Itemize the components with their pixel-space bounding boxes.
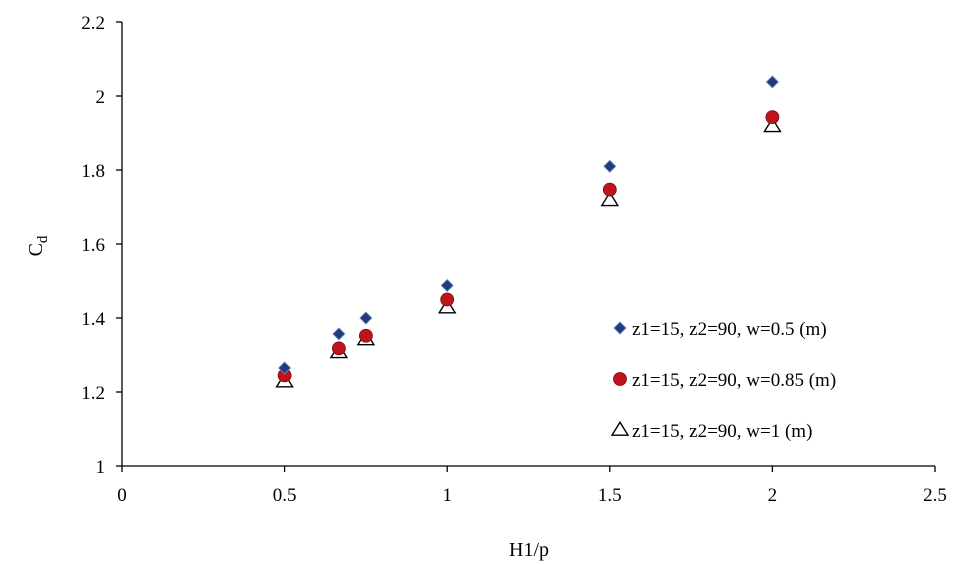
series-circle — [277, 110, 780, 383]
y-axis: 1 1.2 1.4 1.6 1.8 2 2.2 — [81, 13, 123, 478]
x-axis-title: H1/p — [509, 539, 549, 561]
y-tick-label: 1.8 — [81, 161, 105, 182]
y-axis-title: Cd — [25, 235, 51, 256]
legend-label: z1=15, z2=90, w=0.85 (m) — [632, 370, 836, 391]
x-axis: 0 0.5 1 1.5 2 2.5 — [117, 465, 947, 506]
data-point-circle — [358, 328, 373, 343]
legend: z1=15, z2=90, w=0.5 (m) z1=15, z2=90, w=0… — [610, 319, 836, 442]
y-tick-label: 1 — [96, 457, 106, 478]
data-point-diamond — [603, 159, 617, 173]
legend-marker-circle — [613, 372, 627, 386]
y-tick-label: 2.2 — [81, 13, 105, 34]
legend-label: z1=15, z2=90, w=1 (m) — [632, 421, 812, 442]
data-point-circle — [332, 341, 346, 356]
data-point-circle — [602, 182, 617, 197]
y-axis-title-sub: d — [35, 235, 51, 243]
y-tick-label: 1.6 — [81, 235, 105, 256]
x-tick-label: 0.5 — [273, 485, 297, 506]
y-axis-title-main: C — [25, 243, 47, 256]
legend-marker-diamond — [613, 321, 627, 335]
data-point-diamond — [359, 311, 373, 325]
series-diamond — [278, 75, 779, 375]
data-point-triangle — [600, 191, 620, 207]
y-tick-label: 1.2 — [81, 383, 105, 404]
x-tick-label: 1.5 — [598, 485, 622, 506]
y-tick-label: 2 — [96, 87, 106, 108]
x-tick-label: 0 — [117, 485, 127, 506]
y-tick-label: 1.4 — [81, 309, 105, 330]
data-point-diamond — [440, 278, 454, 293]
x-tick-label: 1 — [442, 485, 452, 506]
legend-label: z1=15, z2=90, w=0.5 (m) — [632, 319, 827, 340]
x-tick-label: 2 — [768, 485, 778, 506]
data-point-diamond — [765, 75, 779, 89]
data-point-circle — [765, 110, 780, 124]
data-markers — [275, 75, 782, 388]
x-tick-label: 2.5 — [923, 485, 947, 506]
legend-marker-triangle — [610, 420, 630, 436]
data-point-triangle — [763, 117, 782, 133]
data-point-circle — [440, 292, 455, 307]
data-point-diamond — [332, 327, 346, 341]
data-point-diamond — [278, 361, 292, 375]
series-triangle — [275, 117, 782, 388]
data-point-triangle — [437, 298, 457, 314]
